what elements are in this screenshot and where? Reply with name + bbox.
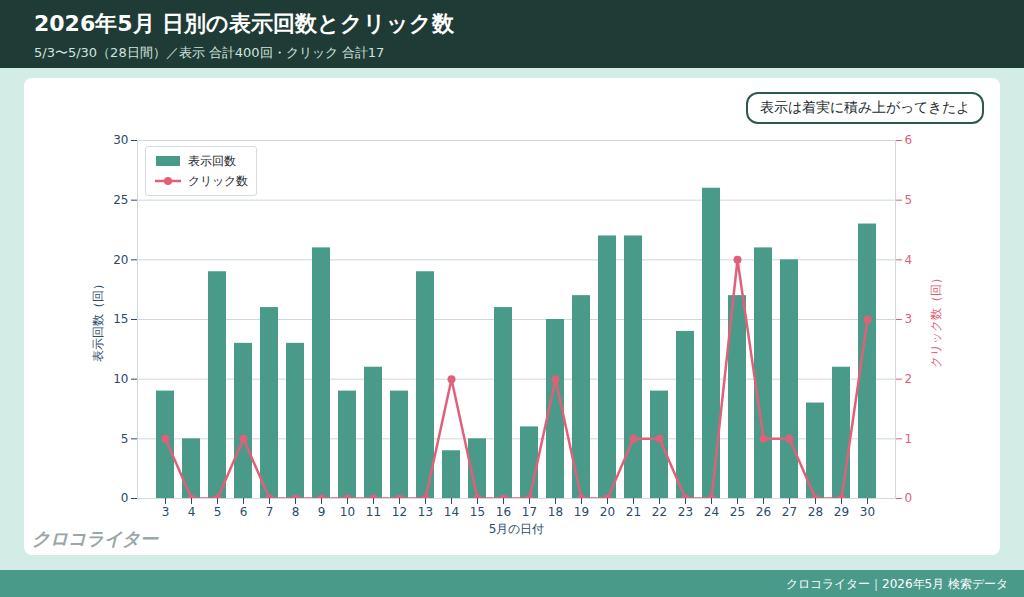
svg-text:10: 10 [113, 372, 128, 386]
svg-text:13: 13 [418, 505, 433, 519]
svg-text:14: 14 [444, 505, 459, 519]
svg-text:7: 7 [266, 505, 274, 519]
svg-text:5: 5 [121, 432, 129, 446]
html-text:クリック数: クリック数 [188, 173, 248, 188]
svg-text:0: 0 [121, 491, 129, 505]
svg-text:1: 1 [905, 432, 913, 446]
svg-text:25: 25 [113, 193, 128, 207]
svg-text:21: 21 [626, 505, 641, 519]
svg-text:17: 17 [522, 505, 537, 519]
html-text:5/3〜5/30（28日間）／表示 合計400回・クリック: 5/3〜5/30（28日間）／表示 合計400回・クリック 合計17 [34, 45, 385, 60]
svg-text:19: 19 [574, 505, 589, 519]
svg-text:23: 23 [678, 505, 693, 519]
html-text:クロコライター｜2026年5月 検索データ: クロコライター｜2026年5月 検索データ [786, 577, 1008, 591]
svg-text:5: 5 [905, 193, 913, 207]
svg-text:30: 30 [113, 133, 128, 147]
svg-text:3: 3 [905, 312, 913, 326]
svg-text:24: 24 [704, 505, 719, 519]
html-text:クロコライター: クロコライター [32, 528, 158, 549]
html-text:表示回数: 表示回数 [188, 153, 236, 168]
html-text:2026年5月 日別の表示回数とクリック数: 2026年5月 日別の表示回数とクリック数 [34, 11, 455, 36]
svg-text:12: 12 [392, 505, 407, 519]
svg-text:28: 28 [808, 505, 823, 519]
svg-text:6: 6 [240, 505, 248, 519]
svg-text:9: 9 [318, 505, 326, 519]
svg-text:クリック数（回）: クリック数（回） [929, 272, 943, 368]
svg-text:3: 3 [162, 505, 170, 519]
svg-text:5: 5 [214, 505, 222, 519]
svg-text:16: 16 [496, 505, 511, 519]
svg-text:15: 15 [470, 505, 485, 519]
svg-text:20: 20 [600, 505, 615, 519]
svg-text:6: 6 [905, 133, 913, 147]
svg-text:15: 15 [113, 312, 128, 326]
svg-text:30: 30 [860, 505, 875, 519]
svg-text:25: 25 [730, 505, 745, 519]
svg-text:27: 27 [782, 505, 797, 519]
svg-text:26: 26 [756, 505, 771, 519]
svg-text:0: 0 [905, 491, 913, 505]
svg-text:4: 4 [905, 253, 913, 267]
svg-text:29: 29 [834, 505, 849, 519]
svg-text:5月の日付: 5月の日付 [489, 522, 545, 536]
svg-text:18: 18 [548, 505, 563, 519]
svg-text:20: 20 [113, 253, 128, 267]
svg-text:8: 8 [292, 505, 300, 519]
html-text:表示は着実に積み上がってきたよ: 表示は着実に積み上がってきたよ [760, 99, 970, 115]
svg-text:10: 10 [340, 505, 355, 519]
svg-text:2: 2 [905, 372, 913, 386]
svg-text:表示回数（回）: 表示回数（回） [91, 278, 105, 362]
svg-text:4: 4 [188, 505, 196, 519]
svg-text:22: 22 [652, 505, 667, 519]
svg-text:11: 11 [366, 505, 381, 519]
